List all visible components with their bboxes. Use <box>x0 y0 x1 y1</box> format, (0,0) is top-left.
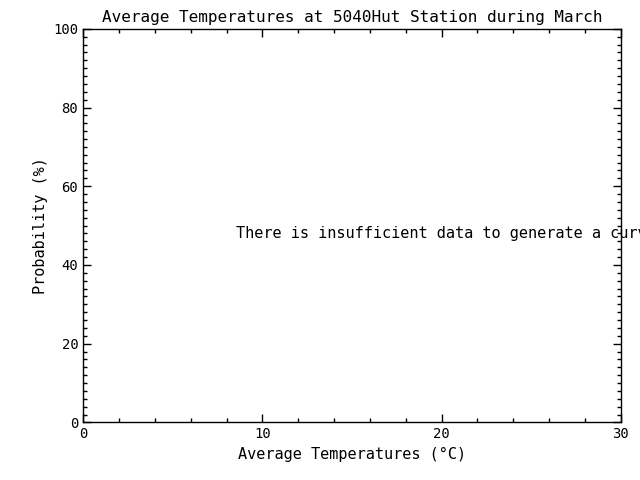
Text: There is insufficient data to generate a curve.: There is insufficient data to generate a… <box>236 226 640 241</box>
Title: Average Temperatures at 5040Hut Station during March: Average Temperatures at 5040Hut Station … <box>102 10 602 25</box>
Y-axis label: Probability (%): Probability (%) <box>33 157 47 294</box>
X-axis label: Average Temperatures (°C): Average Temperatures (°C) <box>238 447 466 462</box>
